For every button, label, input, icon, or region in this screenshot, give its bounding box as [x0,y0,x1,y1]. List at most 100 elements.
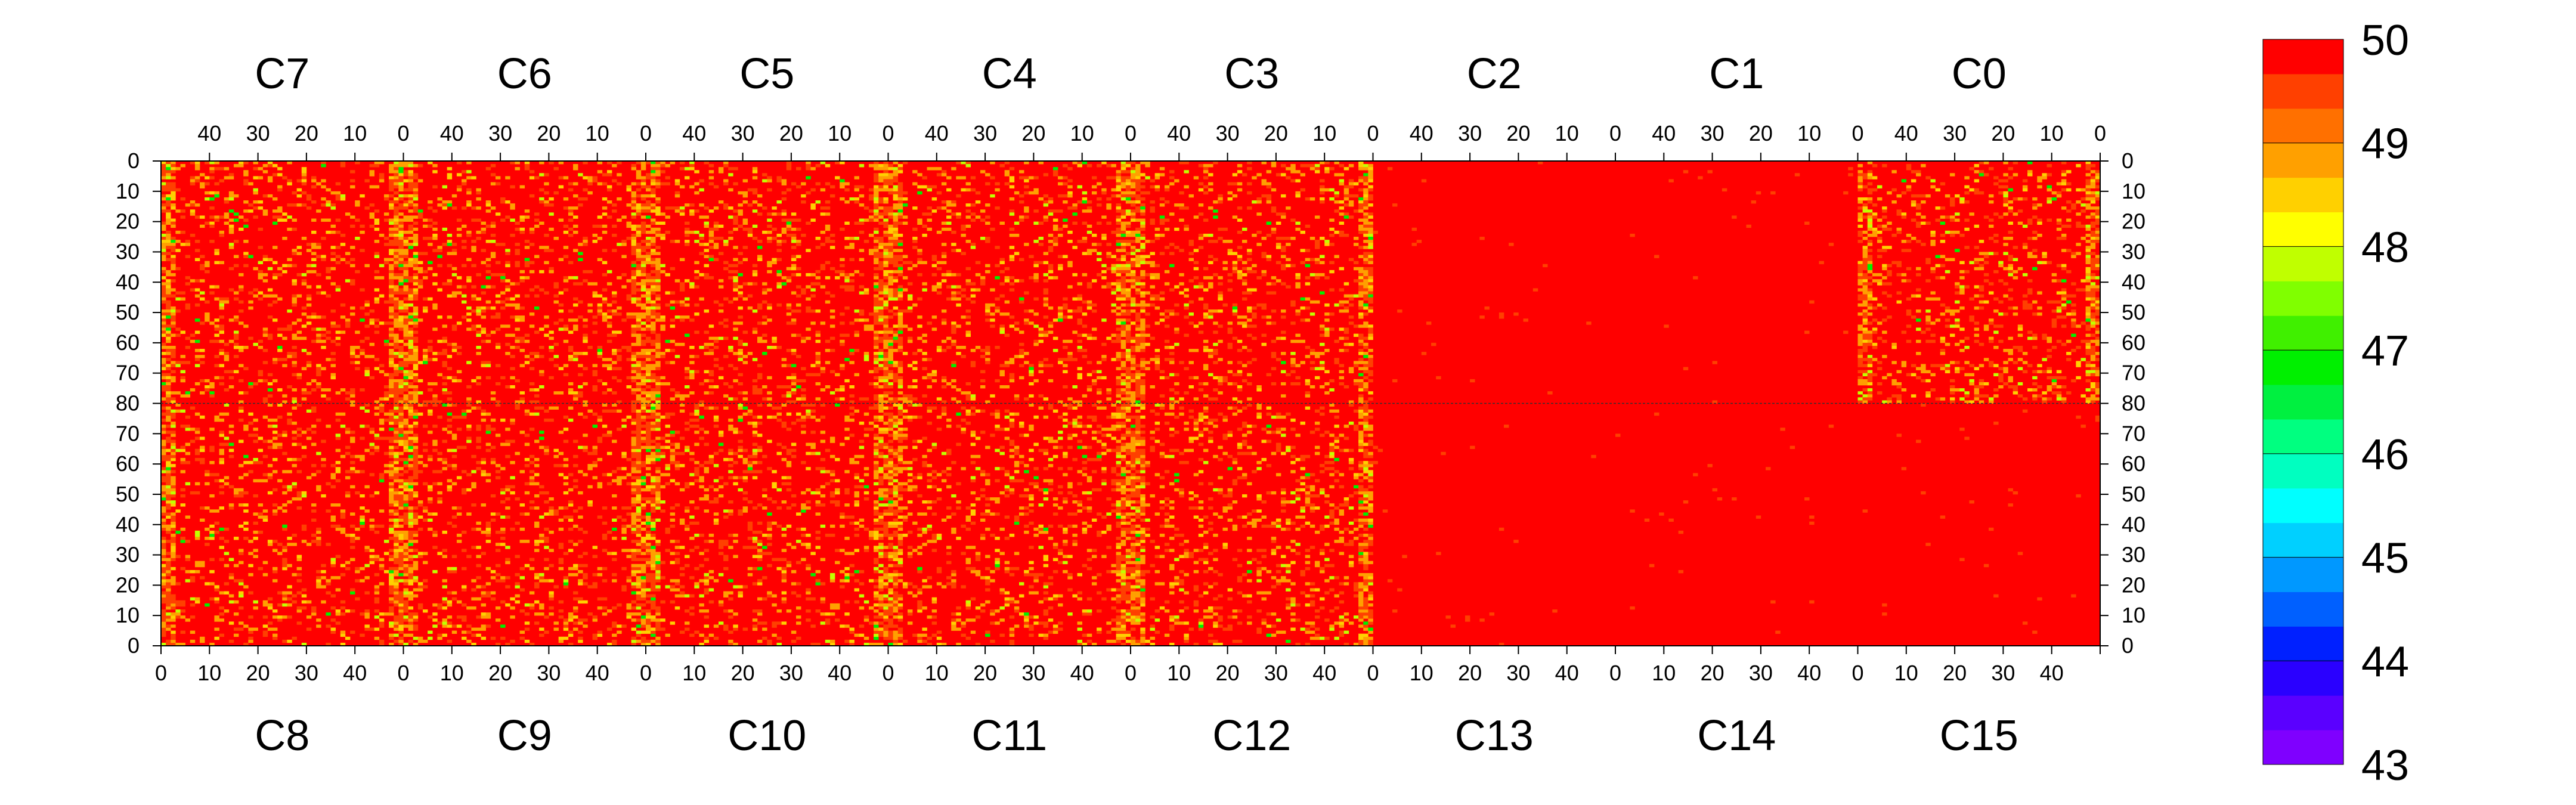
heatmap-cell [258,291,264,295]
heatmap-cell [1131,373,1136,377]
heatmap-cell [883,400,888,404]
heatmap-cell [524,355,530,358]
heatmap-cell [999,164,1005,168]
heatmap-cell [791,321,797,325]
heatmap-cell [383,258,389,261]
heatmap-cell [258,167,264,171]
heatmap-cell [466,312,472,316]
heatmap-cell [171,391,176,395]
heatmap-cell [936,397,942,401]
heatmap-cell [413,176,419,179]
heatmap-cell [408,227,414,231]
heatmap-cell [815,361,821,364]
heatmap-cell [447,173,453,177]
heatmap-cell [1125,240,1131,243]
heatmap-cell [408,243,414,246]
heatmap-cell [1097,391,1102,395]
heatmap-cell [1150,273,1155,277]
heatmap-cell [1120,270,1126,274]
heatmap-cell [228,230,234,234]
heatmap-cell [970,361,976,364]
heatmap-cell [651,237,656,240]
heatmap-cell [243,182,249,185]
heatmap-cell [1116,182,1122,185]
heatmap-cell [1247,182,1252,185]
heatmap-cell [897,203,903,207]
heatmap-cell [878,176,884,179]
heatmap-cell [1208,173,1213,177]
heatmap-cell [403,218,408,222]
heatmap-cell [423,224,428,228]
heatmap-cell [1266,233,1272,237]
heatmap-cell [394,312,399,316]
heatmap-cell [825,212,831,216]
heatmap-cell [1281,315,1286,319]
heatmap-cell [738,339,743,343]
heatmap-cell [1125,224,1131,228]
heatmap-cell [200,379,205,383]
heatmap-cell [1091,176,1097,179]
heatmap-cell [878,336,884,340]
heatmap-cell [1256,230,1262,234]
heatmap-cell [888,191,893,195]
heatmap-cell [171,370,176,373]
heatmap-cell [689,282,695,286]
heatmap-cell [1116,327,1122,331]
heatmap-cell [1038,261,1044,265]
heatmap-cell [214,297,219,301]
heatmap-cell [301,179,307,182]
heatmap-cell [301,182,307,185]
heatmap-cell [1038,243,1044,246]
heatmap-cell [640,224,646,228]
heatmap-cell [185,394,191,398]
heatmap-cell [617,306,622,310]
heatmap-cell [728,385,733,389]
heatmap-cell [471,240,476,243]
heatmap-cell [1159,233,1165,237]
heatmap-cell [451,291,457,295]
heatmap-cell [243,200,249,204]
heatmap-cell [646,240,651,243]
heatmap-cell [1314,215,1320,219]
heatmap-cell [243,345,249,349]
heatmap-cell [883,182,888,185]
heatmap-cell [442,282,447,286]
heatmap-cell [883,249,888,252]
heatmap-cell [1334,173,1339,177]
heatmap-cell [597,237,603,240]
heatmap-cell [747,306,753,310]
heatmap-cell [408,312,414,316]
heatmap-cell [519,315,525,319]
heatmap-cell [1203,233,1209,237]
heatmap-cell [267,382,273,386]
heatmap-cell [1106,221,1111,225]
heatmap-cell [1247,361,1252,364]
heatmap-cell [1009,376,1015,380]
heatmap-cell [1116,209,1122,213]
heatmap-cell [1174,246,1179,249]
heatmap-cell [674,191,680,195]
heatmap-cell [874,273,879,277]
heatmap-cell [888,279,893,283]
heatmap-cell [258,345,264,349]
heatmap-cell [874,321,879,325]
heatmap-cell [651,388,656,392]
heatmap-cell [185,336,191,340]
heatmap-cell [897,324,903,328]
heatmap-cell [640,367,646,370]
heatmap-cell [646,312,651,316]
heatmap-cell [1198,388,1204,392]
heatmap-cell [369,376,375,380]
heatmap-cell [1140,345,1145,349]
heatmap-cell [1116,312,1122,316]
heatmap-cell [651,306,656,310]
heatmap-cell [408,342,414,346]
heatmap-cell [166,400,171,404]
heatmap-cell [1077,282,1082,286]
heatmap-cell [990,227,995,231]
heatmap-cell [568,276,574,280]
heatmap-cell [166,333,171,338]
heatmap-cell [277,173,283,177]
heatmap-cell [1097,243,1102,246]
heatmap-cell [1237,349,1243,352]
